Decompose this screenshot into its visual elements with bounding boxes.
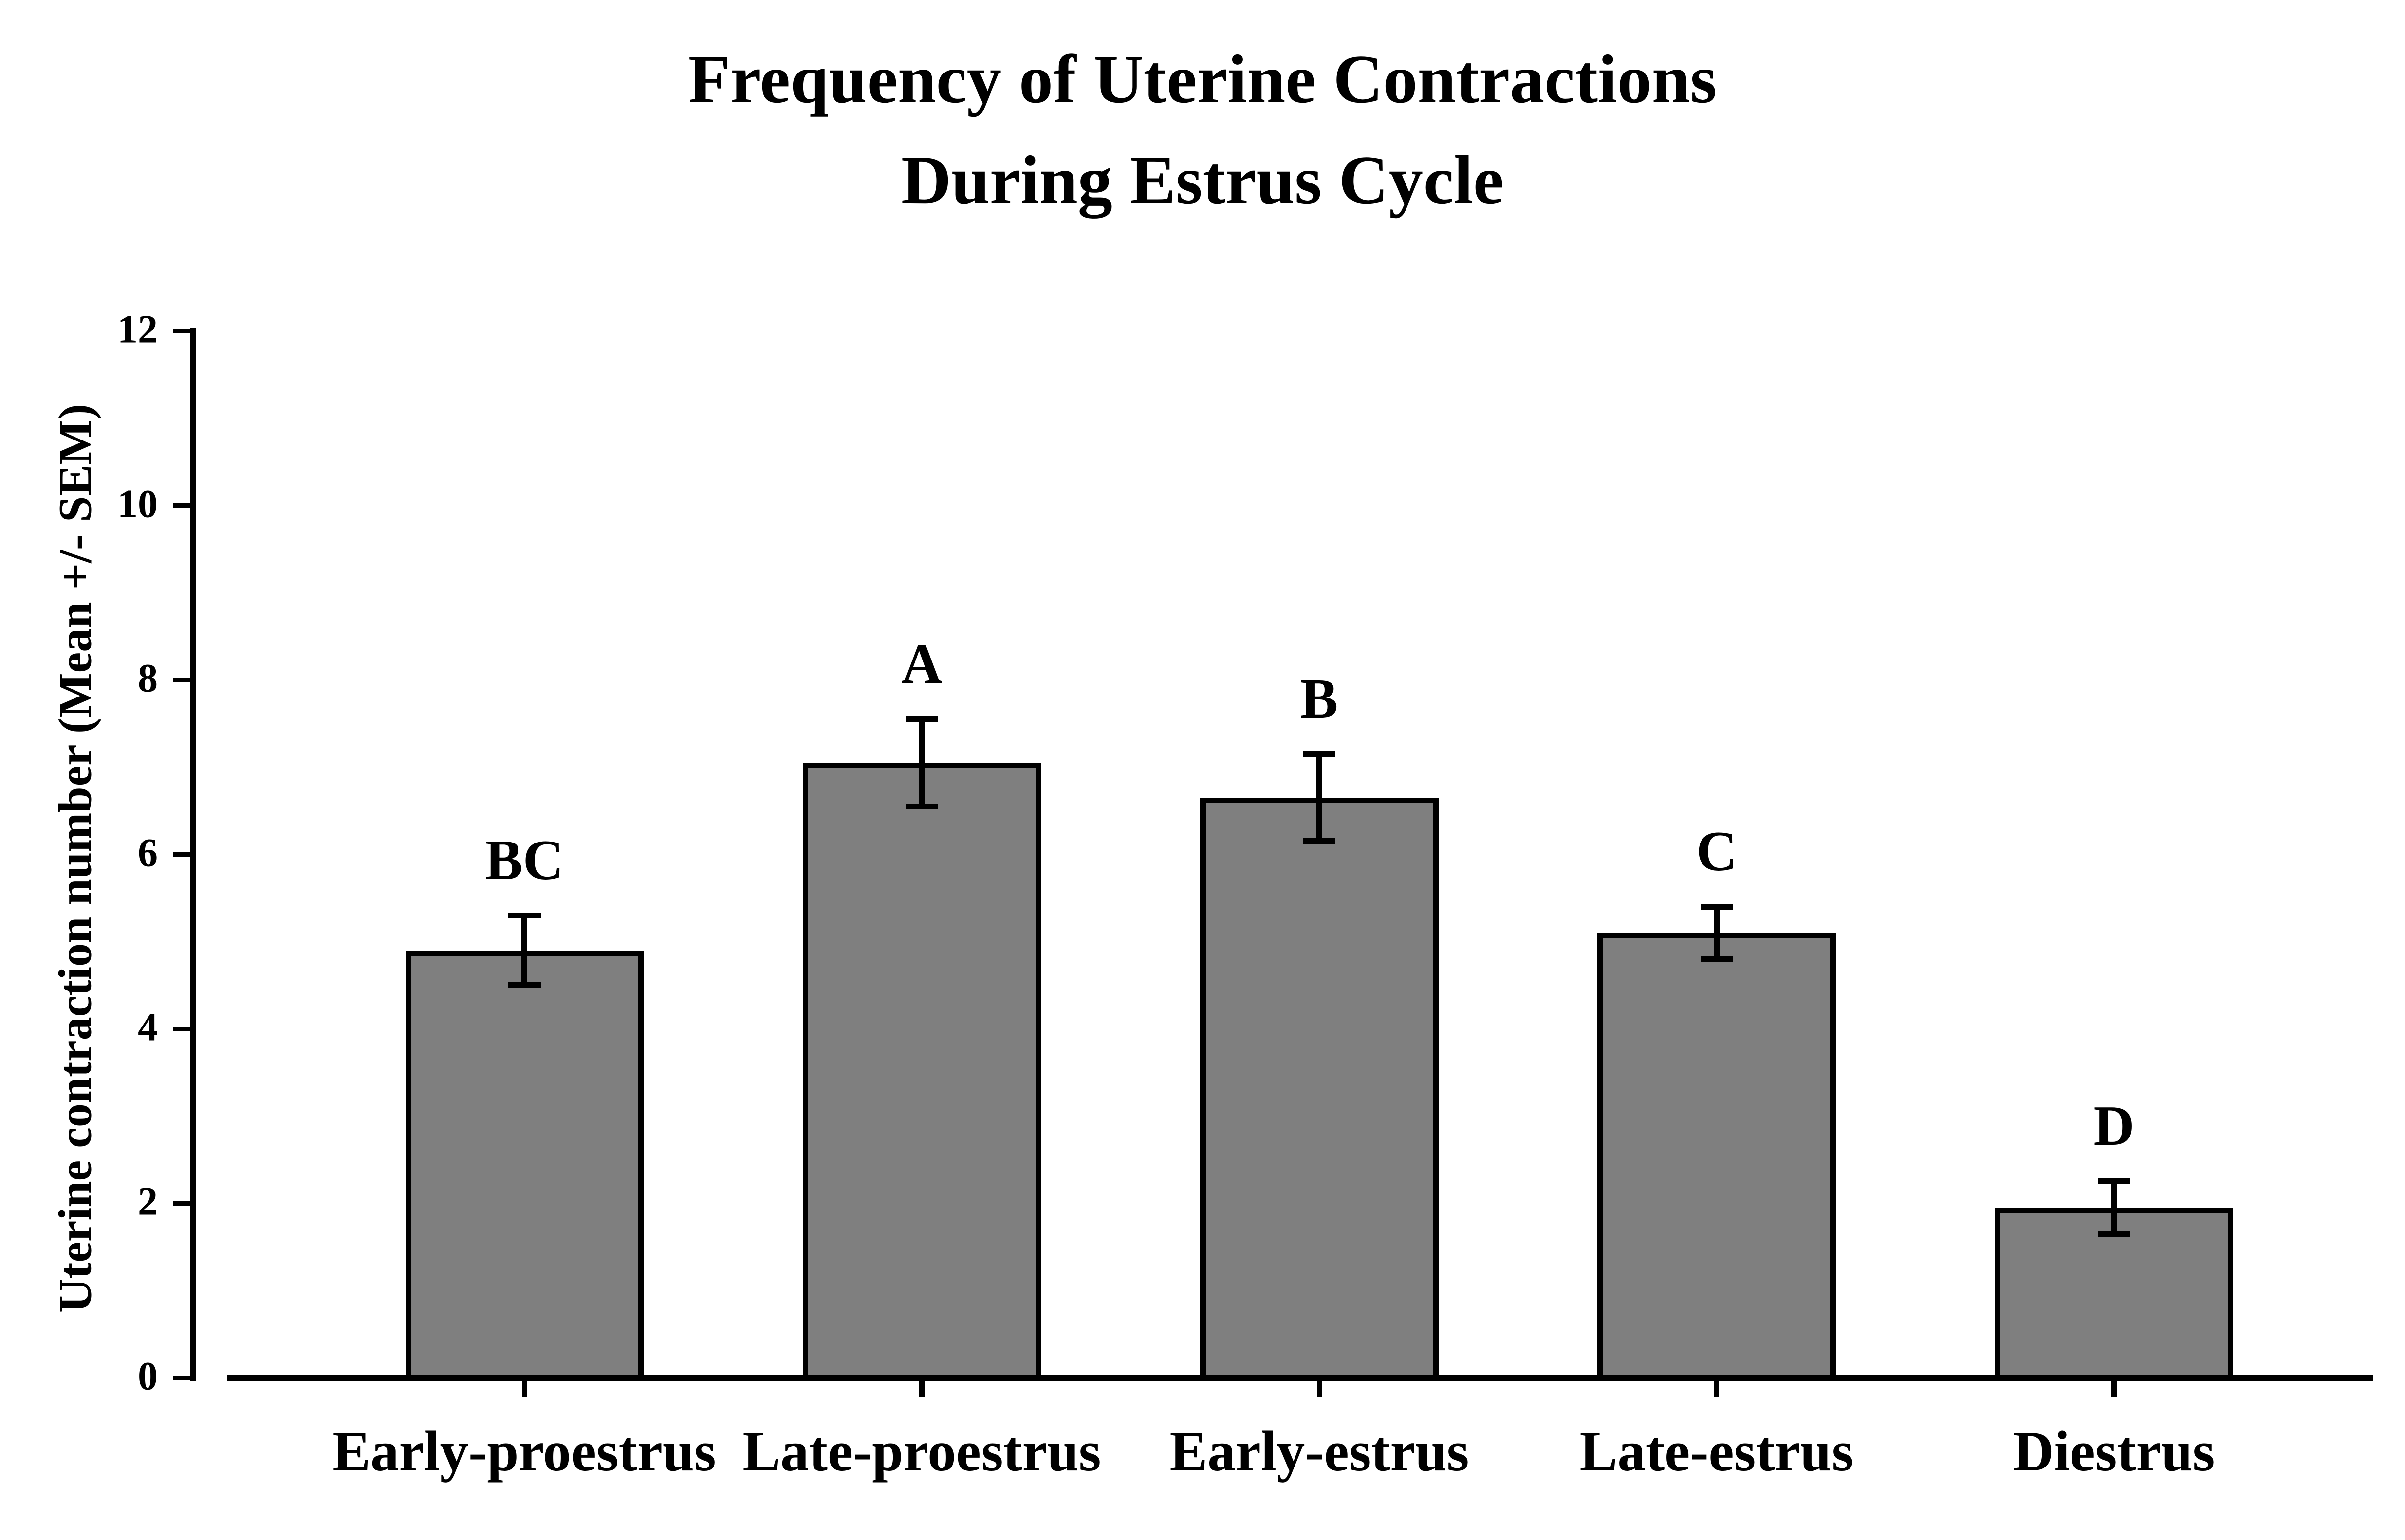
x-tick-early-proestrus (521, 1381, 527, 1397)
significance-letter-late-proestrus: A (901, 632, 943, 695)
y-tick-label-4: 4 (138, 1004, 158, 1050)
bar-late-estrus (1597, 933, 1836, 1381)
chart-title-line-2: During Estrus Cycle (901, 142, 1504, 219)
y-tick-label-8: 8 (138, 656, 158, 701)
error-bar-upper-cap-late-estrus (1700, 904, 1733, 910)
y-tick-label-0: 0 (138, 1353, 158, 1398)
error-bar-lower-cap-late-estrus (1700, 956, 1733, 962)
error-bar-line-early-proestrus (521, 915, 527, 986)
significance-letter-late-estrus: C (1696, 820, 1738, 883)
bar-early-proestrus (405, 950, 644, 1381)
x-tick-early-estrus (1316, 1381, 1322, 1397)
y-tick-0 (173, 1375, 190, 1380)
chart-title: Frequency of Uterine Contractions During… (0, 29, 2405, 231)
y-tick-12 (173, 329, 190, 333)
x-tick-late-proestrus (919, 1381, 925, 1397)
x-tick-label-late-proestrus: Late-proestrus (742, 1420, 1101, 1483)
error-bar-lower-cap-late-proestrus (905, 803, 938, 809)
error-bar-line-late-estrus (1713, 907, 1720, 959)
x-tick-label-late-estrus: Late-estrus (1579, 1420, 1854, 1483)
y-tick-label-12: 12 (117, 306, 158, 352)
error-bar-upper-cap-late-proestrus (905, 716, 938, 722)
y-tick-label-10: 10 (117, 481, 158, 526)
error-bar-line-early-estrus (1316, 754, 1322, 842)
y-tick-2 (173, 1201, 190, 1206)
error-bar-lower-cap-early-estrus (1303, 838, 1335, 844)
bar-early-estrus (1200, 798, 1439, 1381)
error-bar-upper-cap-early-proestrus (508, 912, 541, 918)
y-tick-8 (173, 677, 190, 682)
significance-letter-diestrus: D (2093, 1095, 2135, 1158)
bar-late-proestrus (803, 763, 1041, 1381)
y-tick-6 (173, 852, 190, 857)
error-bar-upper-cap-diestrus (2098, 1178, 2130, 1185)
y-tick-4 (173, 1027, 190, 1031)
x-tick-late-estrus (1714, 1381, 1719, 1397)
x-axis-line (227, 1375, 2373, 1381)
x-tick-label-early-estrus: Early-estrus (1169, 1420, 1469, 1483)
y-axis-line (190, 328, 196, 1381)
x-tick-label-early-proestrus: Early-proestrus (333, 1420, 716, 1483)
error-bar-line-late-proestrus (919, 719, 925, 807)
error-bar-lower-cap-early-proestrus (508, 982, 541, 989)
significance-letter-early-estrus: B (1300, 667, 1338, 730)
error-bar-upper-cap-early-estrus (1303, 751, 1335, 757)
error-bar-line-diestrus (2111, 1181, 2117, 1234)
x-tick-label-diestrus: Diestrus (2013, 1420, 2215, 1483)
y-tick-label-6: 6 (138, 830, 158, 875)
x-tick-diestrus (2111, 1381, 2117, 1397)
significance-letter-early-proestrus: BC (485, 828, 564, 891)
y-tick-10 (173, 503, 190, 508)
y-tick-label-2: 2 (138, 1179, 158, 1224)
error-bar-lower-cap-diestrus (2098, 1231, 2130, 1237)
chart-title-line-1: Frequency of Uterine Contractions (688, 41, 1717, 117)
